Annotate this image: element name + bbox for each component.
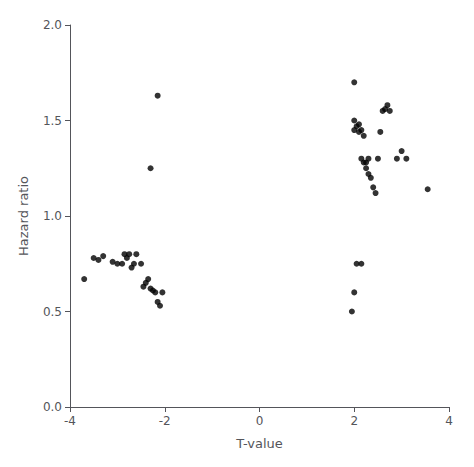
svg-text:-2: -2 <box>159 414 171 428</box>
svg-text:T-value: T-value <box>235 436 283 451</box>
svg-text:0.5: 0.5 <box>43 305 62 319</box>
svg-text:2.0: 2.0 <box>43 18 62 32</box>
svg-text:-4: -4 <box>64 414 76 428</box>
svg-text:2: 2 <box>350 414 358 428</box>
svg-text:Hazard ratio: Hazard ratio <box>16 176 31 256</box>
svg-text:0.0: 0.0 <box>43 400 62 414</box>
svg-text:1.5: 1.5 <box>43 114 62 128</box>
svg-text:1.0: 1.0 <box>43 209 62 223</box>
svg-text:0: 0 <box>256 414 264 428</box>
svg-text:4: 4 <box>445 414 453 428</box>
